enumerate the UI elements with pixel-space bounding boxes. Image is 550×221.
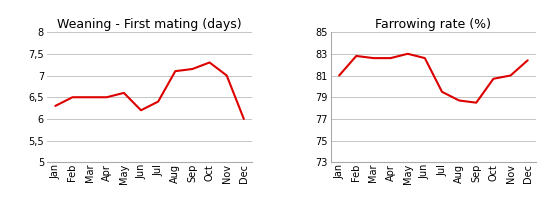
Title: Farrowing rate (%): Farrowing rate (%) bbox=[376, 18, 491, 31]
Title: Weaning - First mating (days): Weaning - First mating (days) bbox=[57, 18, 242, 31]
